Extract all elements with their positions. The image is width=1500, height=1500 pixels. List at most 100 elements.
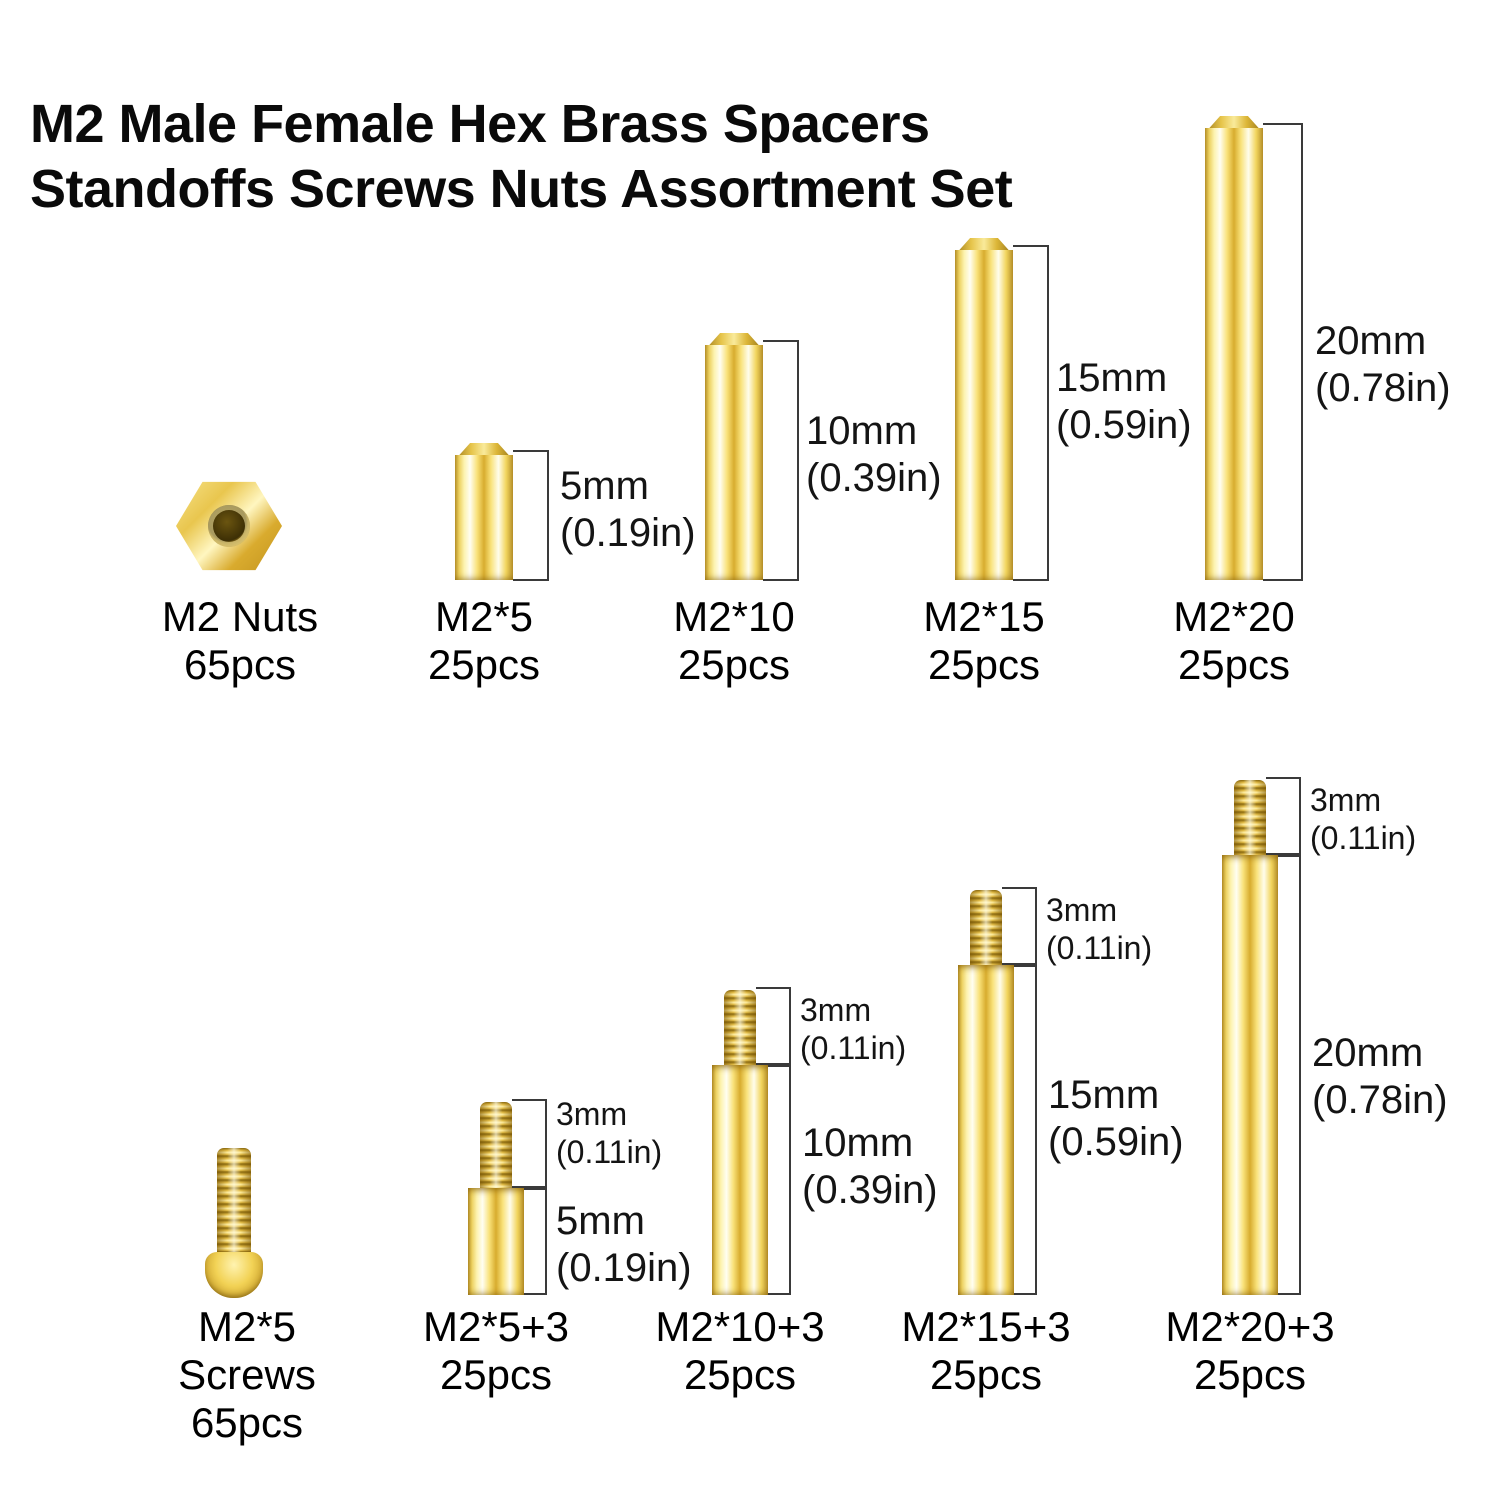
dimension-mm: 10mm bbox=[806, 409, 918, 453]
dimension-inch: (0.19in) bbox=[560, 511, 696, 556]
dimension-mm: 5mm bbox=[560, 464, 649, 508]
dimension-mm: 5mm bbox=[556, 1199, 645, 1243]
dimension-inch: (0.11in) bbox=[1310, 819, 1417, 856]
standoff-top-face-m2x10 bbox=[708, 333, 760, 346]
item-label-m2x5: M2*5 25pcs bbox=[374, 593, 594, 689]
standoff-m2x5p3 bbox=[468, 1188, 524, 1295]
dimension-bracket-m2x20 bbox=[1263, 123, 1303, 581]
item-qty: 25pcs bbox=[677, 640, 791, 688]
item-qty: 25pcs bbox=[1193, 1350, 1307, 1398]
item-name: M2*20+3 bbox=[1165, 1303, 1335, 1350]
item-label-m2x20: M2*20 25pcs bbox=[1124, 593, 1344, 689]
dimension-label-m2x10: 10mm (0.39in) bbox=[806, 408, 942, 502]
screw-head bbox=[205, 1252, 263, 1298]
thread-dim-bracket-m2x10p3 bbox=[756, 987, 791, 1065]
item-qty: 65pcs bbox=[183, 640, 297, 688]
dimension-bracket-m2x15 bbox=[1013, 245, 1049, 581]
standoff-m2x10p3 bbox=[712, 1065, 768, 1295]
item-name: M2*5 bbox=[434, 593, 534, 640]
product-title-line2: Standoffs Screws Nuts Assortment Set bbox=[30, 158, 1013, 219]
body-dim-bracket-m2x5p3 bbox=[524, 1188, 547, 1295]
dimension-inch: (0.19in) bbox=[556, 1246, 692, 1291]
nut-hole bbox=[208, 505, 250, 547]
stud-m2x20p3 bbox=[1234, 780, 1266, 855]
item-name2: Screws bbox=[178, 1350, 316, 1398]
dimension-inch: (0.39in) bbox=[802, 1168, 938, 1213]
stud-m2x5p3 bbox=[480, 1102, 512, 1188]
dimension-mm: 3mm bbox=[1046, 892, 1118, 928]
item-label-m2x5-screws: M2*5 Screws 65pcs bbox=[137, 1303, 357, 1447]
dimension-mm: 3mm bbox=[800, 992, 872, 1028]
item-label-m2x15p3: M2*15+3 25pcs bbox=[876, 1303, 1096, 1399]
dimension-mm: 10mm bbox=[802, 1121, 914, 1165]
dimension-inch: (0.39in) bbox=[806, 456, 942, 501]
standoff-top-face-m2x20 bbox=[1208, 116, 1260, 129]
standoff-m2x20 bbox=[1205, 128, 1263, 580]
dimension-inch: (0.78in) bbox=[1312, 1078, 1448, 1123]
screw-shaft bbox=[217, 1148, 251, 1256]
dimension-label-m2x20: 20mm (0.78in) bbox=[1315, 318, 1451, 412]
dimension-label-m2x15: 15mm (0.59in) bbox=[1056, 355, 1192, 449]
standoff-top-face-m2x5 bbox=[458, 443, 510, 456]
item-name: M2*10+3 bbox=[655, 1303, 825, 1350]
item-qty: 25pcs bbox=[1177, 640, 1291, 688]
dimension-inch: (0.59in) bbox=[1048, 1120, 1184, 1165]
body-dim-bracket-m2x10p3 bbox=[768, 1065, 791, 1295]
dimension-bracket-m2x5 bbox=[513, 450, 549, 581]
dimension-mm: 15mm bbox=[1056, 356, 1168, 400]
dimension-mm: 15mm bbox=[1048, 1073, 1160, 1117]
thread-dim-bracket-m2x20p3 bbox=[1266, 777, 1301, 855]
item-qty: 25pcs bbox=[439, 1350, 553, 1398]
thread-dim-label-m2x5p3: 3mm (0.11in) bbox=[556, 1096, 662, 1172]
item-name: M2*5+3 bbox=[423, 1303, 569, 1350]
standoff-m2x10 bbox=[705, 345, 763, 580]
thread-dim-label-m2x15p3: 3mm (0.11in) bbox=[1046, 892, 1152, 968]
item-qty: 25pcs bbox=[927, 640, 1041, 688]
product-title-line1: M2 Male Female Hex Brass Spacers bbox=[30, 94, 930, 154]
item-qty: 25pcs bbox=[929, 1350, 1043, 1398]
dimension-inch: (0.11in) bbox=[1046, 929, 1153, 966]
dimension-mm: 3mm bbox=[556, 1096, 628, 1132]
thread-dim-bracket-m2x5p3 bbox=[512, 1099, 547, 1188]
item-label-m2x20p3: M2*20+3 25pcs bbox=[1140, 1303, 1360, 1399]
body-dim-bracket-m2x15p3 bbox=[1014, 965, 1037, 1295]
dimension-mm: 20mm bbox=[1315, 319, 1427, 363]
body-dim-label-m2x5p3: 5mm (0.19in) bbox=[556, 1198, 692, 1292]
item-name: M2*10 bbox=[673, 593, 795, 640]
item-label-m2-nuts: M2 Nuts 65pcs bbox=[130, 593, 350, 689]
item-name: M2*15+3 bbox=[901, 1303, 1071, 1350]
item-qty: 25pcs bbox=[683, 1350, 797, 1398]
dimension-inch: (0.78in) bbox=[1315, 366, 1451, 411]
item-name: M2 Nuts bbox=[161, 593, 319, 640]
dimension-mm: 20mm bbox=[1312, 1031, 1424, 1075]
standoff-m2x5 bbox=[455, 455, 513, 580]
item-label-m2x15: M2*15 25pcs bbox=[874, 593, 1094, 689]
item-qty: 25pcs bbox=[427, 640, 541, 688]
dimension-mm: 3mm bbox=[1310, 782, 1382, 818]
stud-m2x10p3 bbox=[724, 990, 756, 1065]
dimension-inch: (0.11in) bbox=[556, 1133, 663, 1170]
item-name: M2*20 bbox=[1173, 593, 1295, 640]
standoff-m2x15 bbox=[955, 250, 1013, 580]
body-dim-bracket-m2x20p3 bbox=[1278, 855, 1301, 1295]
item-name: M2*5 bbox=[197, 1303, 297, 1350]
dimension-bracket-m2x10 bbox=[763, 340, 799, 581]
item-label-m2x5p3: M2*5+3 25pcs bbox=[386, 1303, 606, 1399]
dimension-inch: (0.11in) bbox=[800, 1029, 907, 1066]
dimension-inch: (0.59in) bbox=[1056, 403, 1192, 448]
standoff-top-face-m2x15 bbox=[958, 238, 1010, 251]
thread-dim-label-m2x20p3: 3mm (0.11in) bbox=[1310, 782, 1416, 858]
item-label-m2x10: M2*10 25pcs bbox=[624, 593, 844, 689]
body-dim-label-m2x20p3: 20mm (0.78in) bbox=[1312, 1030, 1448, 1124]
thread-dim-label-m2x10p3: 3mm (0.11in) bbox=[800, 992, 906, 1068]
body-dim-label-m2x15p3: 15mm (0.59in) bbox=[1048, 1072, 1184, 1166]
hex-nut-photo bbox=[176, 481, 282, 571]
thread-dim-bracket-m2x15p3 bbox=[1002, 887, 1037, 965]
item-label-m2x10p3: M2*10+3 25pcs bbox=[630, 1303, 850, 1399]
stud-m2x15p3 bbox=[970, 890, 1002, 965]
dimension-label-m2x5: 5mm (0.19in) bbox=[560, 463, 696, 557]
body-dim-label-m2x10p3: 10mm (0.39in) bbox=[802, 1120, 938, 1214]
standoff-m2x15p3 bbox=[958, 965, 1014, 1295]
item-name: M2*15 bbox=[923, 593, 1045, 640]
